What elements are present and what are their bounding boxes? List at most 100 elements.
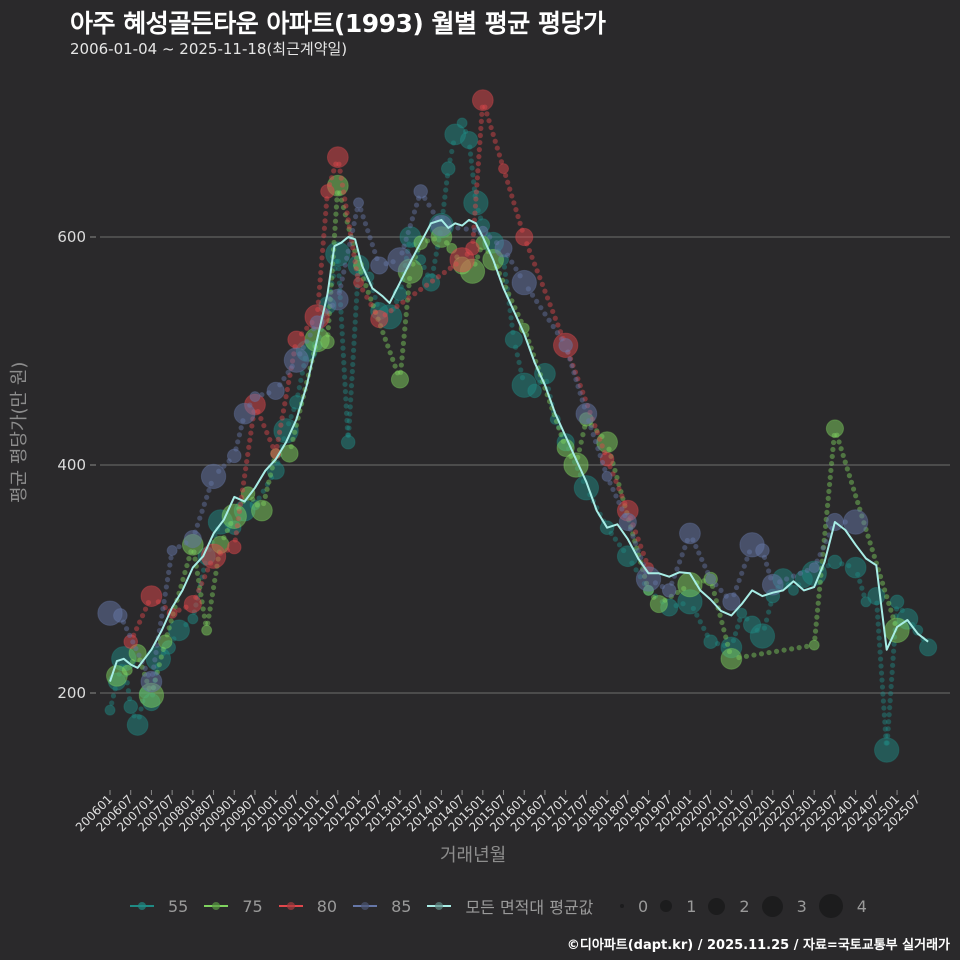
source-footer: ©디아파트(dapt.kr) / 2025.11.25 / 자료=국토교통부 실… [566, 938, 950, 953]
data-point [601, 470, 613, 482]
data-point [722, 592, 741, 611]
size-label: 0 [638, 896, 649, 916]
size-legend-item-0: 0 [620, 897, 648, 916]
data-point [140, 670, 163, 693]
data-point [226, 539, 242, 555]
data-point [618, 512, 637, 532]
data-point [705, 573, 717, 585]
data-point [504, 330, 523, 349]
size-legend-item-4: 4 [818, 894, 867, 918]
chart-subtitle: 2006-01-04 ~ 2025-11-18(최근계약일) [70, 40, 348, 58]
data-point [912, 624, 924, 636]
data-point [515, 227, 534, 247]
data-point [808, 562, 820, 574]
size-label: 1 [686, 896, 697, 916]
data-point [635, 566, 662, 592]
legend-key-icon [353, 900, 378, 912]
size-legend-item-3: 3 [761, 895, 807, 917]
series-85 [97, 184, 869, 693]
size-label: 4 [856, 896, 867, 916]
data-point [494, 239, 513, 258]
data-point [842, 509, 869, 535]
data-point [827, 554, 843, 570]
data-point [283, 347, 310, 373]
data-point [720, 647, 743, 670]
data-point [233, 402, 256, 425]
series-legend: 55 75 80 85 모든 면적대 평균값 [130, 893, 609, 919]
data-point [808, 639, 820, 651]
data-point [463, 190, 489, 216]
legend-item-85[interactable]: 85 [353, 897, 411, 916]
data-point [498, 163, 510, 175]
data-point [575, 402, 598, 425]
legend-item-75[interactable]: 75 [204, 896, 263, 916]
size-dot-icon [818, 894, 843, 918]
data-point [465, 241, 480, 256]
data-point [387, 247, 413, 273]
data-point [616, 545, 639, 568]
data-point [123, 699, 139, 714]
data-point [459, 131, 479, 150]
legend-item-80[interactable]: 80 [278, 896, 338, 916]
size-dot-icon [708, 897, 726, 915]
data-point [703, 634, 718, 650]
legend-label: 80 [316, 896, 338, 916]
data-point [370, 309, 389, 329]
data-point [787, 584, 799, 596]
data-point [240, 486, 256, 501]
data-point [157, 634, 173, 650]
data-point [325, 241, 351, 267]
legend-item-55[interactable]: 55 [130, 897, 188, 916]
legend-key-icon [278, 900, 303, 912]
y-axis-label: 평균 평당가(만 원) [9, 361, 30, 503]
data-point [226, 448, 242, 464]
size-label: 3 [796, 896, 807, 916]
data-point [755, 543, 770, 558]
data-point [200, 543, 227, 569]
data-point [126, 714, 149, 736]
legend-item-average[interactable]: 모든 면적대 평균값 [427, 894, 593, 918]
data-point [430, 214, 453, 237]
legend-label: 75 [242, 896, 263, 916]
data-point [266, 461, 285, 480]
data-point [168, 619, 190, 642]
data-point [761, 573, 784, 596]
data-point [128, 644, 147, 663]
size-legend-item-2: 2 [708, 897, 750, 916]
data-series [97, 89, 938, 763]
legend-label: 모든 면적대 평균값 [465, 898, 594, 917]
data-point [113, 608, 128, 623]
data-point [340, 434, 356, 450]
data-point [326, 288, 349, 311]
data-point [440, 161, 456, 176]
x-axis-ticks: 2006012006072007012007072008012008072009… [73, 790, 923, 835]
data-point [527, 383, 542, 399]
data-point [919, 638, 938, 657]
data-point [563, 452, 589, 478]
data-point [421, 273, 441, 292]
data-point [140, 585, 163, 607]
data-point [326, 146, 349, 169]
data-point [123, 634, 139, 650]
y-tick-label: 400 [57, 456, 86, 474]
data-point [183, 530, 202, 549]
data-point [390, 370, 410, 389]
gridlines [100, 236, 950, 694]
data-point [749, 623, 776, 649]
data-point [679, 522, 701, 545]
data-point [889, 594, 905, 610]
y-tick-label: 200 [57, 684, 86, 702]
data-point [201, 624, 213, 636]
legend-key-icon [427, 900, 452, 912]
data-point [187, 613, 199, 625]
data-point [649, 594, 668, 614]
legend-key-icon [130, 900, 154, 912]
legend-key-icon [204, 900, 229, 912]
data-point [844, 556, 867, 579]
data-point [874, 737, 900, 763]
chart-title: 아주 혜성골든타운 아파트(1993) 월별 평균 평당가 [70, 9, 606, 38]
x-axis-label: 거래년월 [440, 845, 507, 866]
data-point [471, 89, 494, 112]
legend-label: 85 [391, 896, 412, 916]
